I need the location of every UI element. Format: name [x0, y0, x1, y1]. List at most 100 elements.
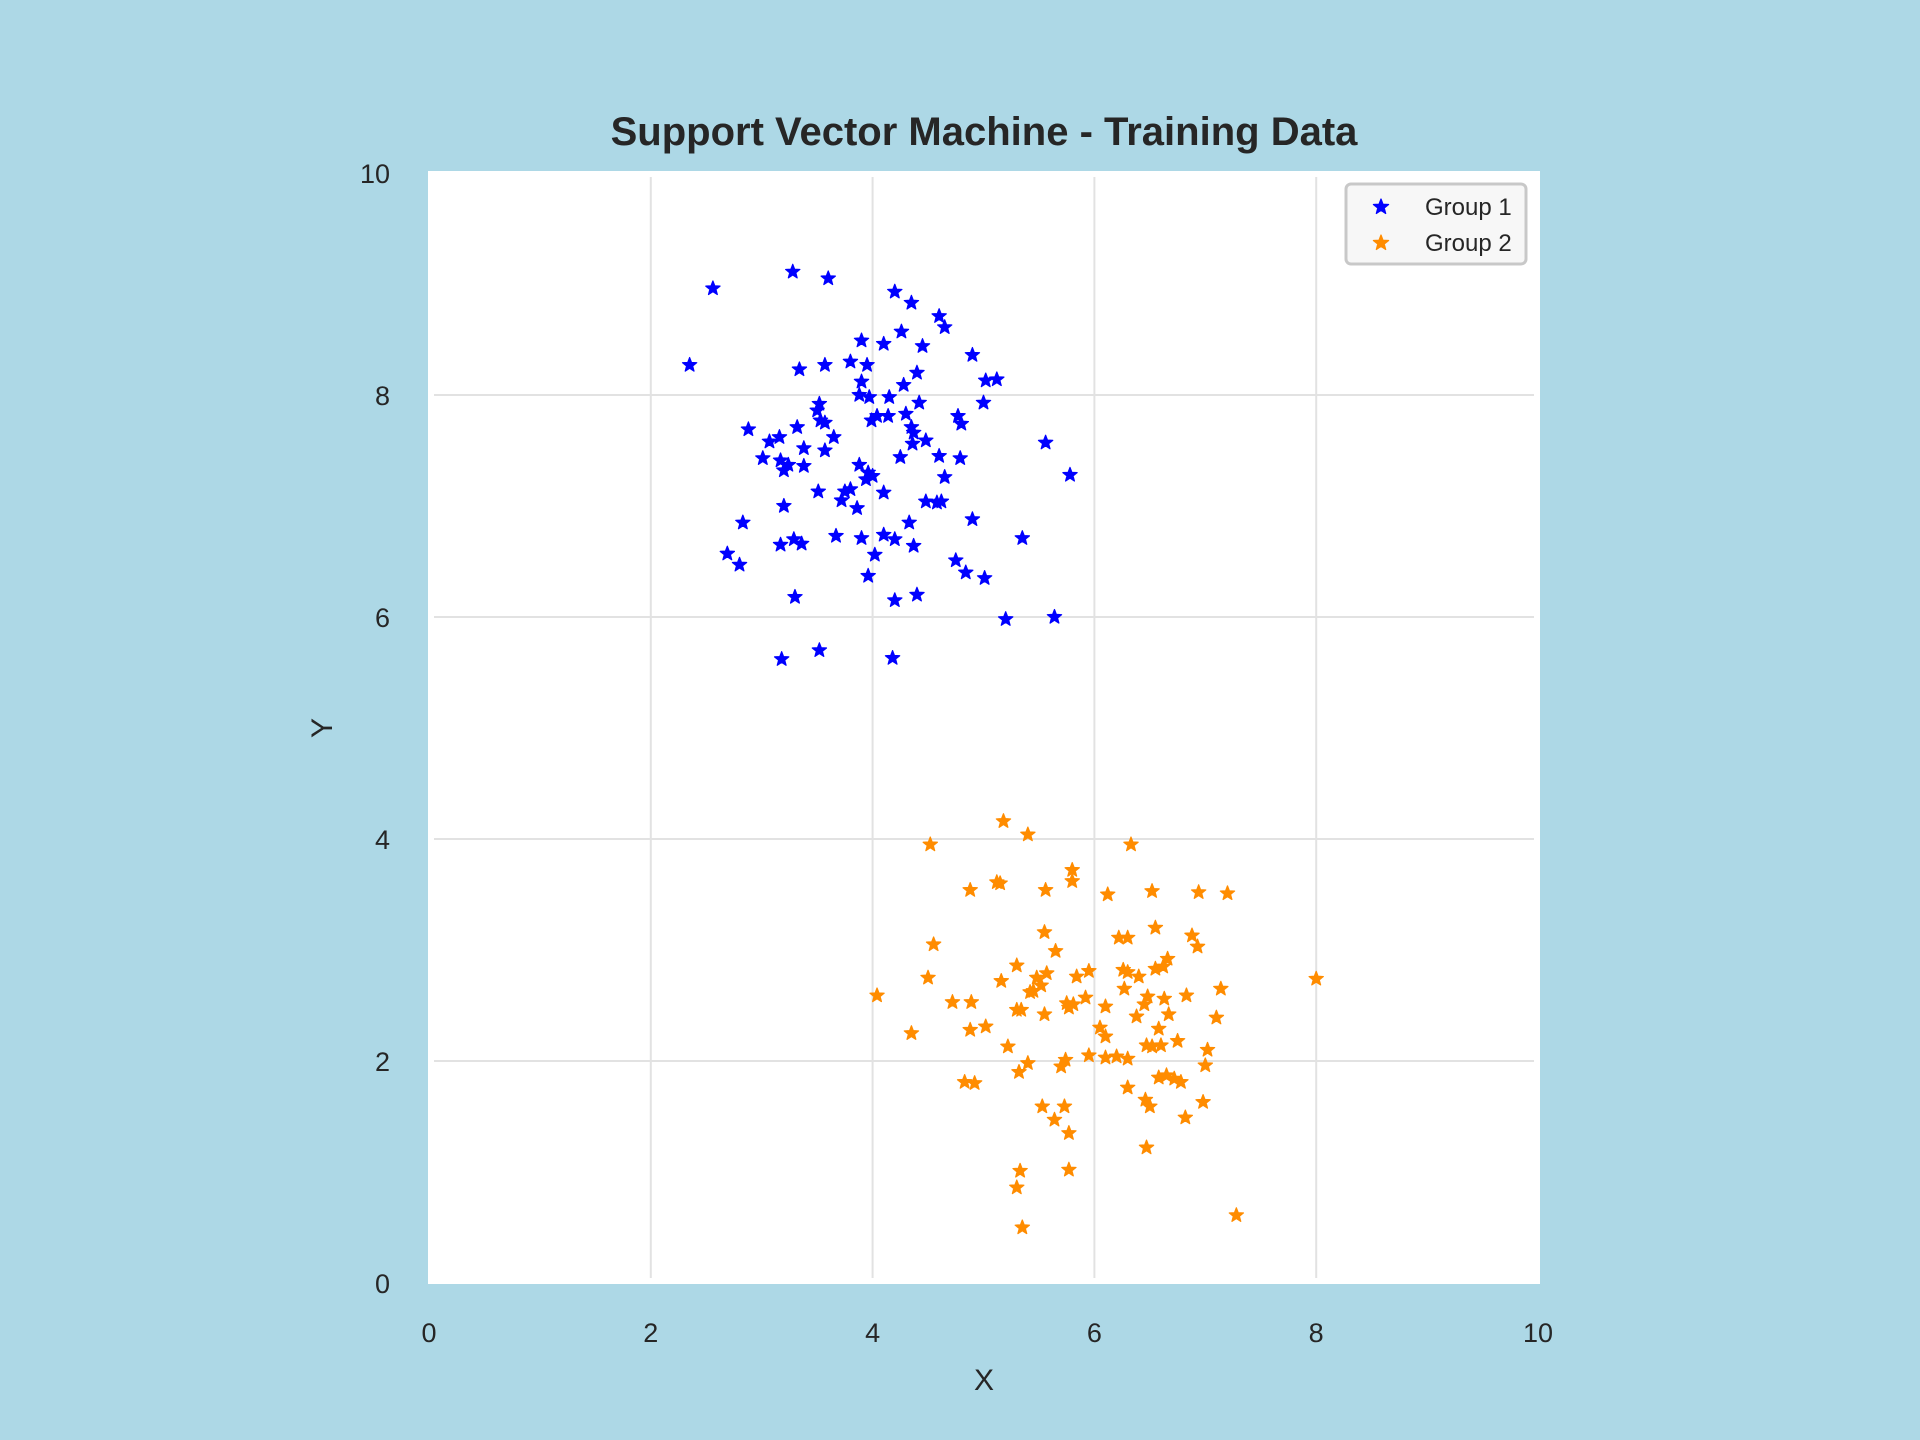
data-point-1: [859, 356, 875, 372]
data-point-2: [1137, 1091, 1154, 1107]
data-point-2: [1213, 980, 1229, 996]
data-point-1: [875, 484, 892, 500]
data-point-1: [810, 483, 826, 499]
data-point-1: [858, 471, 874, 487]
data-point-2: [1036, 1006, 1053, 1022]
data-point-1: [931, 447, 947, 463]
data-point-2: [1034, 1098, 1051, 1114]
data-point-2: [1156, 990, 1172, 1006]
data-point-1: [853, 530, 870, 545]
data-point-2: [1009, 1179, 1025, 1195]
data-point-1: [817, 442, 833, 458]
data-point-2: [1013, 1001, 1029, 1017]
data-point-2: [1128, 1008, 1145, 1024]
data-point-2: [1081, 1047, 1097, 1063]
data-point-1: [964, 346, 981, 362]
data-point-1: [787, 588, 803, 604]
data-point-2: [1131, 968, 1147, 984]
data-point-2: [1009, 957, 1025, 973]
data-point-1: [740, 421, 757, 437]
data-point-2: [977, 1018, 994, 1034]
data-point-1: [911, 394, 927, 410]
data-point-2: [1136, 996, 1153, 1012]
data-point-2: [1138, 1037, 1155, 1053]
data-point-1: [755, 450, 771, 465]
data-point-2: [1189, 938, 1206, 954]
data-point-1: [731, 556, 748, 572]
data-point-2: [992, 875, 1008, 891]
data-point-1: [887, 283, 903, 299]
data-point-2: [1108, 1048, 1125, 1064]
data-point-2: [1139, 988, 1156, 1004]
data-point-2: [1000, 1038, 1016, 1054]
data-point-2: [1166, 1070, 1182, 1086]
data-point-2: [1061, 1125, 1077, 1140]
data-point-1: [789, 419, 805, 434]
data-point-2: [944, 994, 961, 1009]
data-point-1: [772, 536, 789, 552]
data-point-2: [1197, 1057, 1214, 1073]
data-point-2: [1099, 886, 1116, 902]
y-tick-label: 2: [375, 1047, 390, 1077]
data-point-1: [735, 514, 751, 530]
data-point-2: [1119, 1050, 1136, 1066]
data-point-1: [893, 323, 910, 339]
legend-label: Group 2: [1425, 230, 1512, 257]
data-point-2: [1123, 836, 1139, 852]
data-point-2: [1116, 980, 1133, 996]
data-point-1: [936, 469, 953, 484]
data-point-1: [958, 564, 974, 580]
legend-marker: [1372, 234, 1390, 251]
y-tick-label: 10: [360, 159, 390, 189]
data-point-1: [975, 394, 992, 410]
data-point-2: [1097, 998, 1114, 1014]
data-point-2: [966, 1075, 983, 1090]
data-point-2: [962, 1021, 978, 1037]
data-point-2: [1077, 989, 1094, 1005]
data-point-1: [833, 492, 850, 508]
data-point-1: [887, 531, 903, 546]
data-point-2: [1061, 1161, 1077, 1177]
data-point-2: [1147, 919, 1164, 935]
data-point-1: [773, 651, 790, 666]
data-point-1: [853, 332, 870, 348]
data-point-2: [1153, 1037, 1169, 1053]
data-point-2: [1142, 1098, 1158, 1114]
x-axis-label: X: [974, 1364, 994, 1397]
data-point-2: [869, 987, 885, 1003]
data-point-1: [719, 545, 736, 561]
data-point-1: [853, 373, 870, 389]
y-axis-label: Y: [306, 718, 339, 738]
data-point-1: [776, 462, 792, 478]
data-point-2: [1020, 826, 1036, 842]
data-point-2: [1037, 881, 1054, 897]
data-point-2: [995, 813, 1012, 828]
data-point-1: [914, 338, 931, 353]
data-point-1: [842, 353, 859, 369]
y-tick-label: 8: [375, 381, 390, 411]
data-point-2: [963, 994, 980, 1009]
data-point-1: [892, 449, 909, 464]
data-point-1: [860, 567, 876, 583]
data-point-1: [837, 483, 853, 499]
data-point-2: [993, 972, 1009, 988]
data-point-2: [1184, 927, 1200, 943]
data-point-2: [1144, 883, 1160, 898]
data-point-2: [1011, 1064, 1027, 1079]
data-point-1: [895, 376, 912, 392]
data-point-1: [796, 440, 812, 455]
data-points: [681, 263, 1324, 1235]
data-point-1: [948, 552, 964, 568]
data-point-2: [1150, 1069, 1167, 1085]
data-point-1: [811, 395, 828, 411]
data-point-2: [1014, 1219, 1031, 1235]
data-point-2: [1046, 1111, 1063, 1127]
data-point-2: [1020, 1055, 1036, 1070]
data-point-2: [1177, 1109, 1194, 1125]
data-point-2: [1158, 1067, 1175, 1083]
data-point-1: [953, 415, 970, 431]
data-point-2: [1208, 1009, 1225, 1025]
data-point-1: [898, 405, 914, 421]
